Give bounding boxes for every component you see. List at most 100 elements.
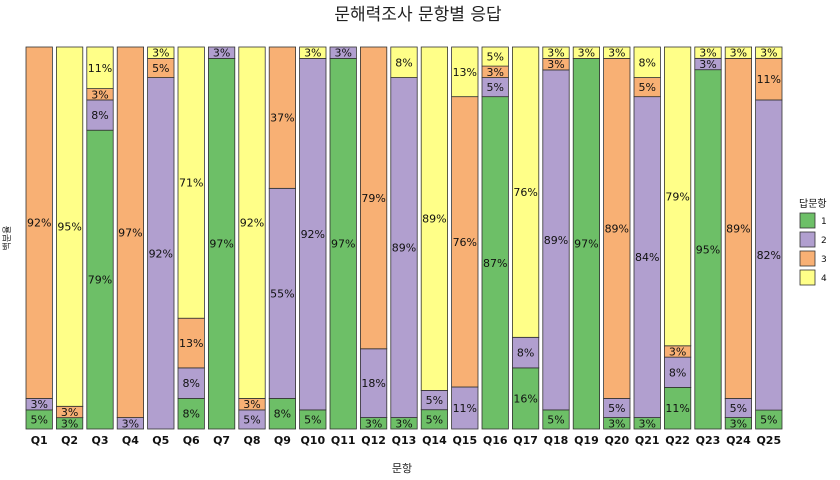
data-label-q9-3: 37% [270, 112, 294, 125]
data-label-q9-2: 55% [270, 287, 294, 300]
data-label-q19-1: 97% [574, 238, 598, 251]
data-label-q9-1: 8% [274, 408, 291, 421]
data-label-q16-1: 87% [483, 257, 507, 270]
data-label-q23-4: 3% [699, 47, 716, 60]
data-label-q4-3: 97% [118, 226, 142, 239]
legend-title: 답문항 [799, 198, 827, 210]
bar-segment-q9-2 [268, 187, 297, 399]
bar-segment-q19-4 [572, 46, 601, 59]
bars-group: 5% 3% 92% 3% 3% 95% 79% 8% 3% 11% 3% 97% 92% 5% 3% 8% 8%… [25, 46, 783, 430]
data-label-q12-1: 3% [365, 417, 382, 430]
bar-segment-q3-4 [86, 46, 114, 89]
x-tick-label: Q4 [122, 434, 139, 447]
data-label-q16-3: 3% [486, 66, 503, 79]
data-label-q20-3: 89% [605, 222, 629, 235]
legend-label-1: 1 [821, 217, 827, 227]
data-label-q10-4: 3% [304, 47, 321, 60]
bar-segment-q21-2 [633, 96, 661, 418]
data-label-q7-1: 97% [209, 238, 233, 251]
bar-segment-q5-4 [147, 46, 175, 59]
x-tick-label: Q24 [726, 434, 751, 447]
bar-segment-q6-2 [177, 367, 205, 399]
data-label-q25-3: 11% [757, 73, 781, 86]
data-label-q6-1: 8% [182, 408, 199, 421]
data-label-q3-2: 8% [91, 109, 108, 122]
data-label-q11-1: 97% [331, 238, 355, 251]
x-tick-label: Q19 [574, 434, 599, 447]
data-label-q13-2: 89% [392, 242, 416, 255]
data-label-q3-4: 11% [88, 62, 112, 75]
bar-segment-q6-3 [177, 317, 205, 369]
data-label-q24-4: 3% [730, 47, 747, 60]
bar-segment-q13-4 [390, 46, 418, 78]
x-tick-label: Q1 [31, 434, 48, 447]
data-label-q1-2: 3% [30, 398, 47, 411]
bar-segment-q24-3 [724, 58, 753, 399]
bar-segment-q11-2 [329, 46, 357, 59]
data-label-q15-3: 76% [453, 236, 477, 249]
data-label-q24-1: 3% [730, 417, 747, 430]
x-tick-label: Q15 [452, 434, 477, 447]
data-label-q17-2: 8% [517, 347, 534, 360]
x-tick-label: Q6 [183, 434, 200, 447]
bar-segment-q15-2 [451, 386, 479, 430]
bar-segment-q10-2 [299, 58, 327, 411]
legend-swatch-2 [799, 231, 816, 248]
data-label-q13-4: 8% [395, 56, 412, 69]
data-label-q8-4: 92% [240, 217, 264, 230]
bar-segment-q16-4 [481, 46, 509, 67]
y-axis-label: 백분율 [2, 226, 13, 251]
x-tick-label: Q2 [61, 434, 78, 447]
data-label-q14-1: 5% [426, 413, 443, 426]
data-label-q25-2: 82% [757, 249, 781, 262]
x-tick-label: Q22 [665, 434, 690, 447]
data-label-q17-1: 16% [513, 392, 537, 405]
x-tick-label: Q12 [361, 434, 386, 447]
x-tick-label: Q17 [513, 434, 538, 447]
data-label-q18-2: 89% [544, 234, 568, 247]
bar-segment-q18-2 [542, 69, 570, 411]
bar-segment-q1-3 [25, 46, 53, 399]
bar-segment-q6-1 [177, 398, 205, 430]
bar-segment-q18-4 [542, 46, 570, 59]
bar-segment-q16-1 [481, 96, 509, 430]
x-tick-label: Q5 [152, 434, 169, 447]
x-tick-label: Q10 [300, 434, 325, 447]
bar-segment-q3-1 [86, 129, 114, 430]
legend-label-4: 4 [821, 274, 827, 284]
x-tick-label: Q18 [544, 434, 569, 447]
bar-segment-q17-4 [512, 46, 540, 338]
data-label-q18-4: 3% [547, 47, 564, 60]
chart-title: 문해력조사 문항별 응답 [334, 5, 502, 25]
data-label-q15-2: 11% [453, 402, 477, 415]
data-label-q24-3: 89% [726, 222, 750, 235]
x-tick-label: Q11 [331, 434, 356, 447]
data-label-q13-1: 3% [395, 417, 412, 430]
legend-swatch-4 [799, 269, 816, 286]
x-tick-label: Q14 [422, 434, 447, 447]
bar-segment-q25-3 [755, 57, 783, 101]
data-label-q14-2: 5% [426, 394, 443, 407]
data-label-q11-2: 3% [334, 47, 351, 60]
legend-swatch-3 [799, 250, 816, 267]
data-label-q22-4: 79% [665, 190, 689, 203]
data-label-q6-2: 8% [182, 377, 199, 390]
data-label-q12-2: 18% [361, 377, 385, 390]
bar-segment-q22-1 [664, 386, 692, 430]
bar-segment-q10-4 [299, 46, 327, 59]
data-label-q6-3: 13% [179, 337, 203, 350]
data-label-q10-2: 92% [301, 228, 325, 241]
data-label-q3-3: 3% [91, 88, 108, 101]
data-label-q21-2: 84% [635, 251, 659, 264]
data-label-q20-4: 3% [608, 47, 625, 60]
data-label-q18-1: 5% [547, 413, 564, 426]
data-label-q25-4: 3% [760, 47, 777, 60]
data-label-q2-4: 95% [57, 221, 81, 234]
x-tick-label: Q9 [274, 434, 291, 447]
bar-segment-q7-2 [207, 46, 236, 59]
data-label-q21-3: 5% [638, 81, 655, 94]
data-label-q16-4: 5% [486, 51, 503, 64]
bar-segment-q23-4 [694, 46, 722, 59]
